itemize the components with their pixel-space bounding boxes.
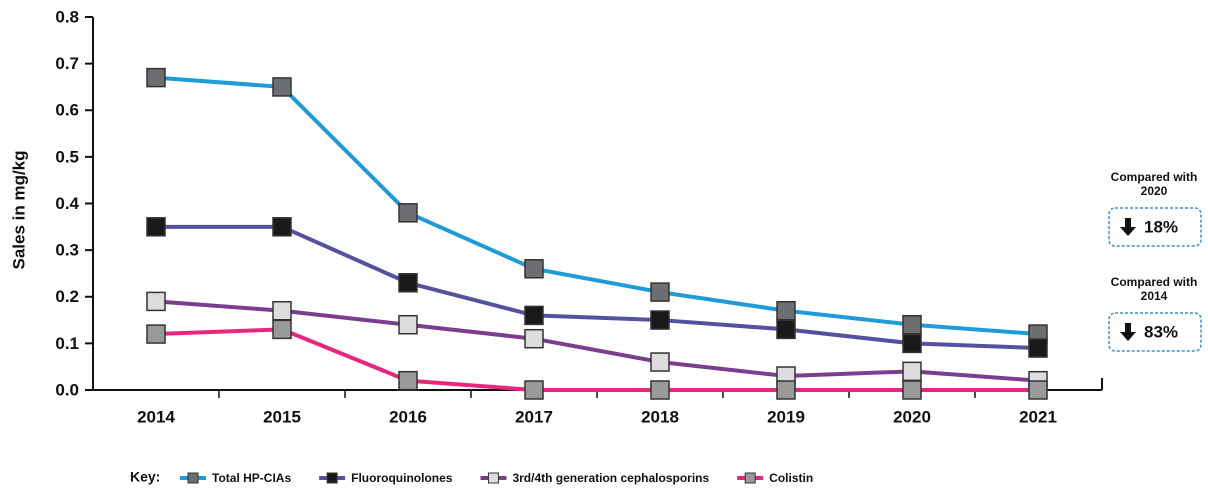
x-tick-label: 2014 <box>137 407 175 426</box>
marker <box>524 305 544 326</box>
marker <box>146 291 166 312</box>
marker <box>650 380 670 400</box>
y-tick-label: 0.2 <box>55 287 79 306</box>
marker <box>272 217 292 237</box>
marker <box>776 300 796 321</box>
series-line <box>155 327 1038 392</box>
y-tick-label: 0.6 <box>55 101 79 120</box>
legend-swatch-marker <box>326 472 338 484</box>
marker <box>650 352 670 372</box>
x-tick-label: 2020 <box>893 407 931 426</box>
annotation-value: 18% <box>1144 217 1178 236</box>
series-line <box>155 299 1039 383</box>
y-axis-label: Sales in mg/kg <box>9 150 28 269</box>
annotation-title: Compared with 2014 <box>1111 275 1198 303</box>
legend-label: Total HP-CIAs <box>212 471 291 485</box>
legend-swatch-marker <box>187 472 199 484</box>
marker <box>650 282 670 302</box>
legend-label: Fluoroquinolones <box>351 471 453 485</box>
marker <box>272 319 292 340</box>
x-tick-label: 2016 <box>389 407 427 426</box>
x-tick-label: 2015 <box>263 407 301 426</box>
annotation-value: 83% <box>1144 322 1178 341</box>
y-tick-label: 0.8 <box>55 7 79 26</box>
marker <box>776 380 796 400</box>
y-tick-label: 0.1 <box>55 334 79 353</box>
marker <box>524 380 544 400</box>
marker <box>902 361 922 382</box>
x-tick-label: 2019 <box>767 407 805 426</box>
annotation-box <box>1108 207 1202 247</box>
legend-label: 3rd/4th generation cephalosporins <box>512 471 709 485</box>
marker <box>398 203 418 223</box>
marker <box>398 370 418 391</box>
marker <box>272 300 292 321</box>
marker <box>902 333 922 354</box>
marker <box>524 259 544 279</box>
legend-swatch-marker <box>487 472 499 484</box>
legend-swatch-marker <box>744 472 756 484</box>
marker <box>776 319 796 340</box>
marker <box>902 314 922 335</box>
marker <box>1028 380 1048 400</box>
marker <box>524 328 544 349</box>
marker <box>272 77 292 97</box>
legend-label: Colistin <box>769 471 813 485</box>
marker <box>146 67 166 88</box>
marker <box>902 380 922 400</box>
series-line <box>156 224 1039 351</box>
down-arrow <box>1120 218 1136 236</box>
legend-title: Key: <box>130 469 160 485</box>
x-tick-label: 2018 <box>641 407 679 426</box>
marker <box>398 314 418 335</box>
marker <box>1028 338 1048 358</box>
down-arrow <box>1120 323 1136 341</box>
marker <box>398 273 418 293</box>
annotation-box <box>1108 312 1202 352</box>
y-tick-label: 0.7 <box>55 54 79 73</box>
annotation-title: Compared with 2020 <box>1111 170 1198 198</box>
y-tick-label: 0.5 <box>55 147 79 166</box>
series-line <box>155 75 1039 337</box>
y-tick-label: 0.4 <box>55 194 79 213</box>
y-tick-label: 0.3 <box>55 241 79 260</box>
x-tick-label: 2017 <box>515 407 553 426</box>
y-tick-label: 0.0 <box>55 380 79 399</box>
marker <box>146 324 166 344</box>
marker <box>650 310 670 330</box>
x-tick-label: 2021 <box>1019 407 1057 426</box>
marker <box>146 217 166 237</box>
